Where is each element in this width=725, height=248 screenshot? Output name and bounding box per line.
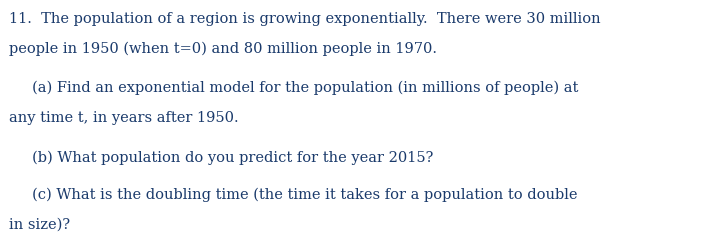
Text: people in 1950 (when t=0) and 80 million people in 1970.: people in 1950 (when t=0) and 80 million… bbox=[9, 41, 437, 56]
Text: (a) Find an exponential model for the population (in millions of people) at: (a) Find an exponential model for the po… bbox=[9, 81, 579, 95]
Text: 11.  The population of a region is growing exponentially.  There were 30 million: 11. The population of a region is growin… bbox=[9, 12, 601, 26]
Text: (b) What population do you predict for the year 2015?: (b) What population do you predict for t… bbox=[9, 151, 434, 165]
Text: in size)?: in size)? bbox=[9, 218, 70, 232]
Text: any time t, in years after 1950.: any time t, in years after 1950. bbox=[9, 111, 239, 125]
Text: (c) What is the doubling time (the time it takes for a population to double: (c) What is the doubling time (the time … bbox=[9, 188, 578, 202]
